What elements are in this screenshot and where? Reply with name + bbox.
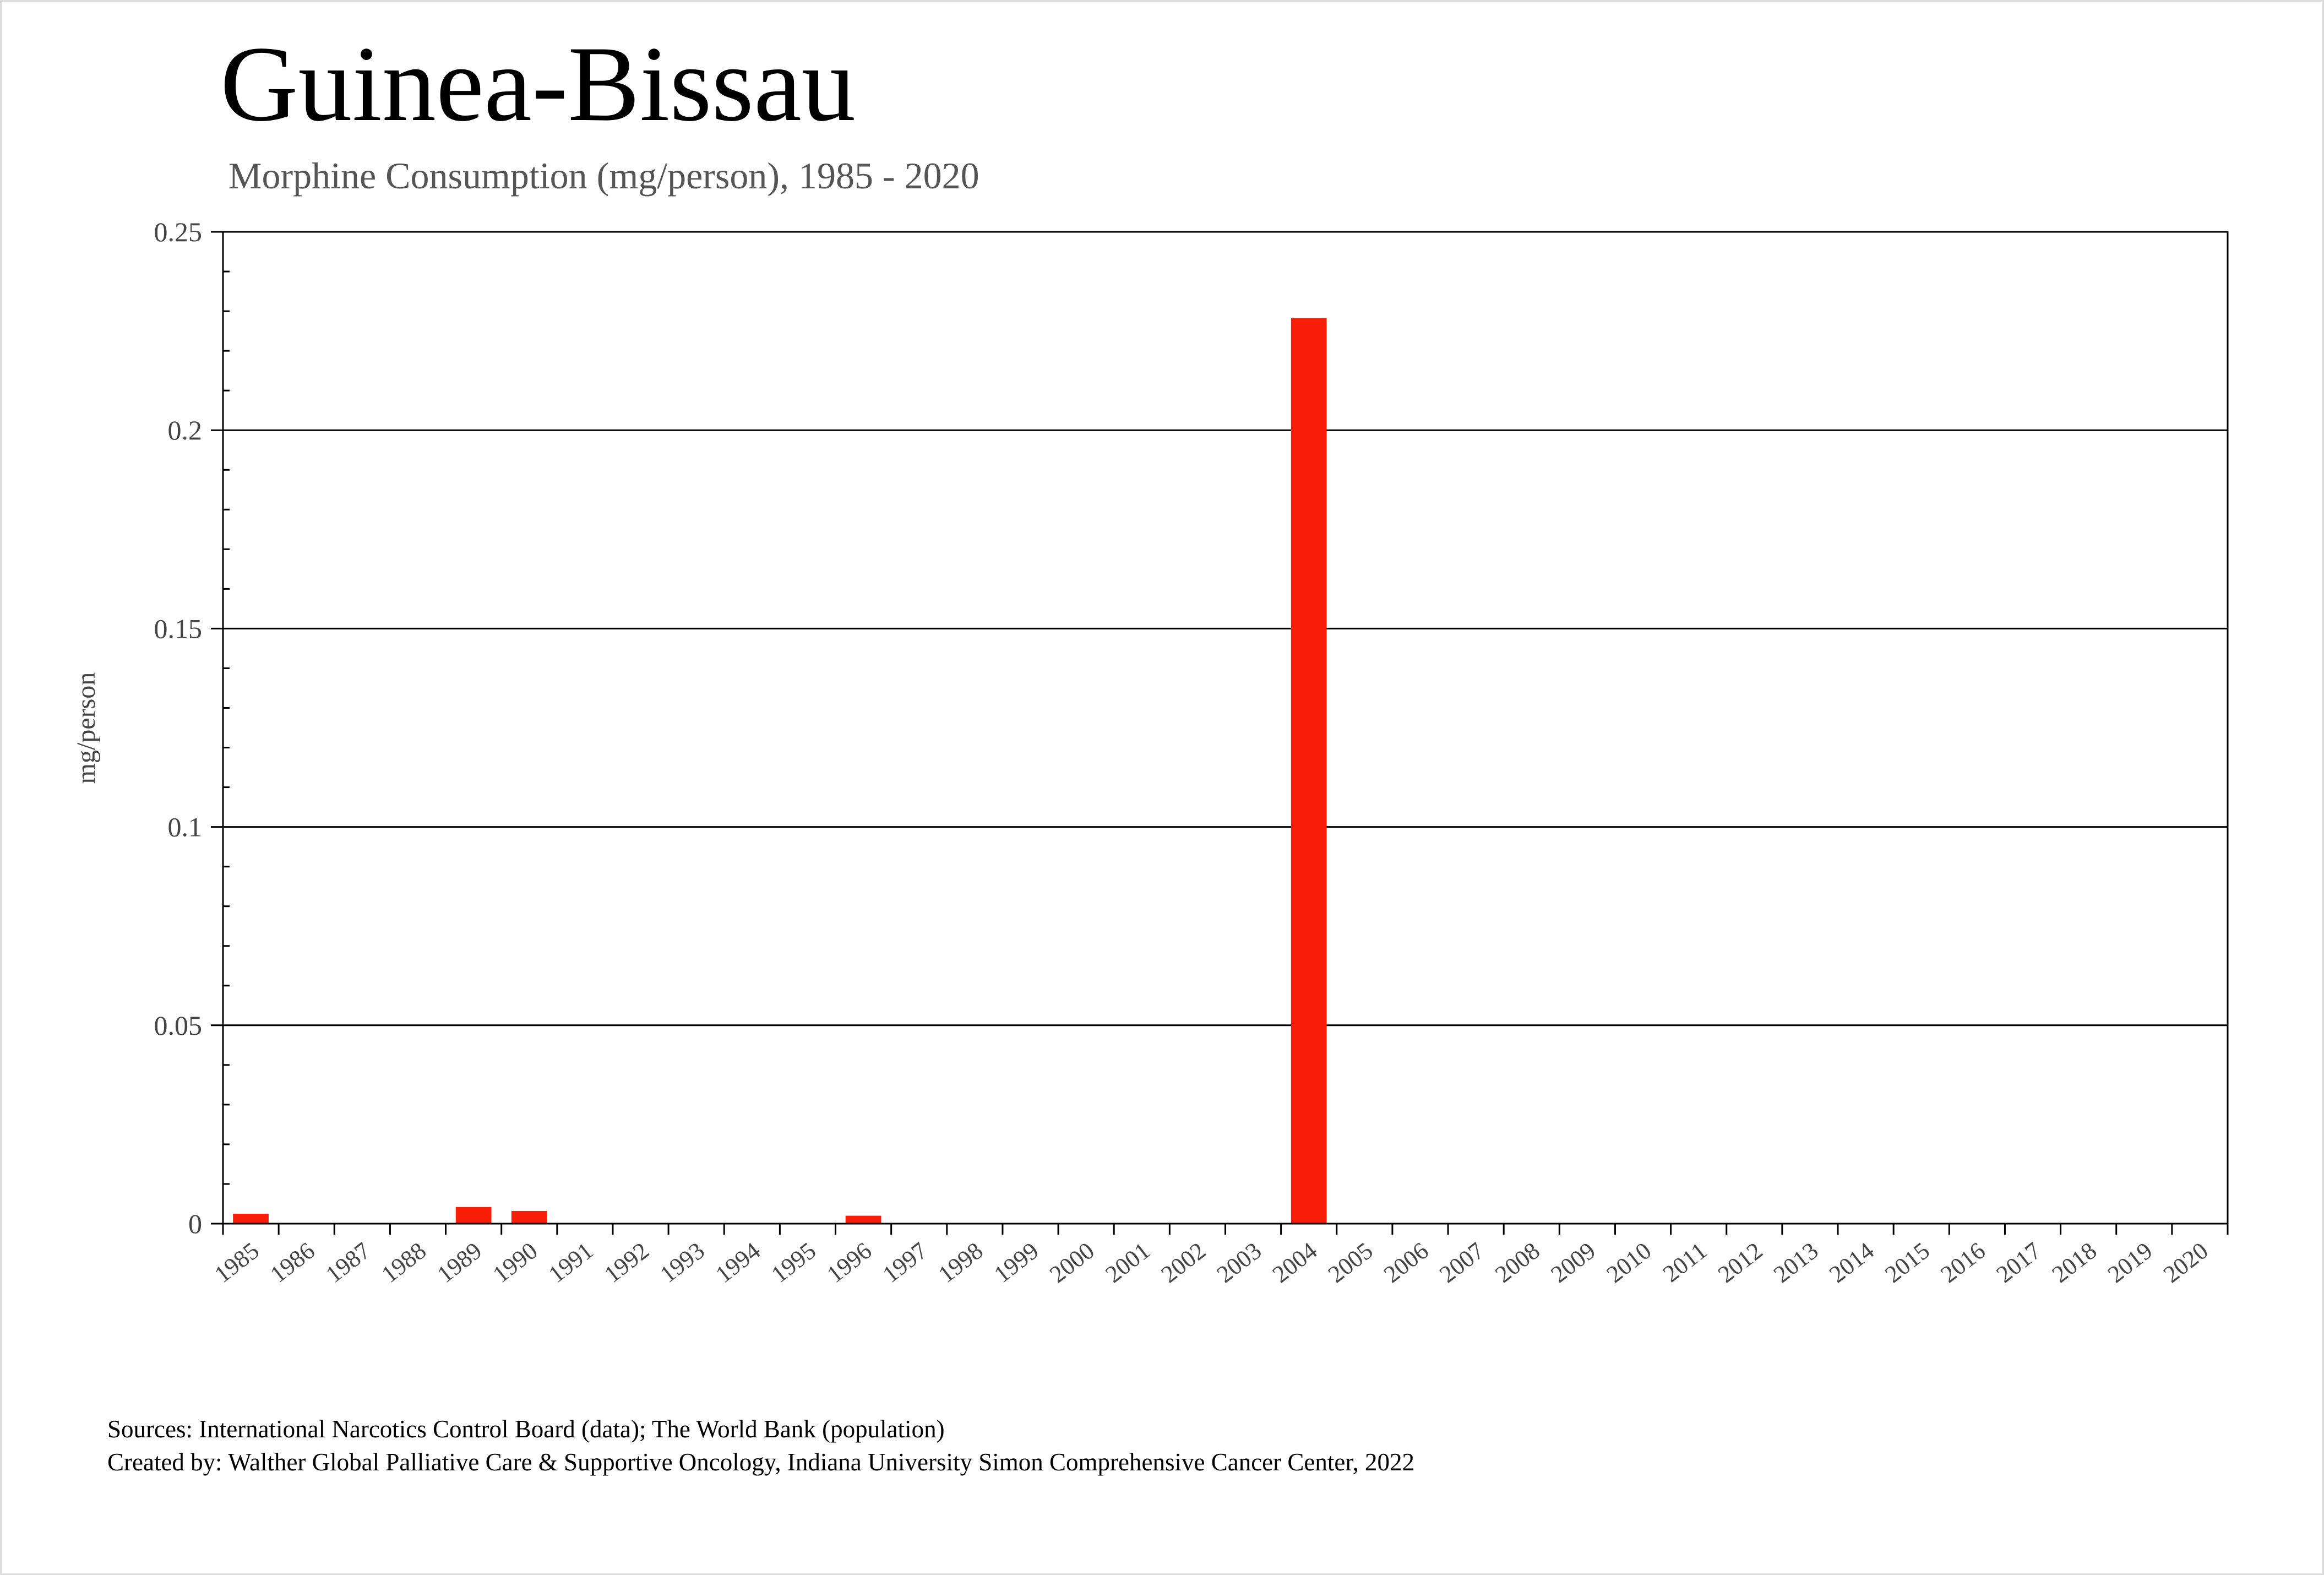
- x-tick-label: 1986: [265, 1237, 320, 1288]
- x-tick-label: 1990: [488, 1237, 543, 1288]
- x-tick-label: 2001: [1100, 1237, 1155, 1288]
- x-tick-label: 1999: [989, 1237, 1044, 1288]
- chart-title: Guinea-Bissau: [220, 24, 856, 144]
- y-tick-label: 0.05: [154, 1010, 203, 1041]
- x-tick-label: 2009: [1546, 1237, 1601, 1288]
- x-tick-label: 2002: [1156, 1237, 1211, 1288]
- x-tick-label: 2005: [1323, 1237, 1378, 1288]
- x-tick-label: 2018: [2047, 1237, 2102, 1288]
- bar: [511, 1210, 547, 1224]
- x-tick-label: 2013: [1768, 1237, 1824, 1288]
- x-tick-label: 1992: [599, 1237, 654, 1288]
- x-tick-label: 2012: [1713, 1237, 1768, 1288]
- x-tick-label: 1991: [543, 1237, 598, 1288]
- y-axis-label: mg/person: [72, 672, 101, 784]
- y-tick-label: 0.1: [168, 812, 203, 843]
- bar: [233, 1213, 269, 1224]
- x-tick-label: 2015: [1880, 1237, 1935, 1288]
- credits-note: Created by: Walther Global Palliative Ca…: [107, 1448, 1415, 1476]
- x-tick-label: 1985: [209, 1237, 264, 1288]
- x-tick-label: 2003: [1212, 1237, 1267, 1288]
- plot-area: [223, 232, 2228, 1224]
- y-tick-label: 0.2: [168, 415, 203, 446]
- x-tick-label: 2016: [1936, 1237, 1991, 1288]
- x-tick-label: 2010: [1602, 1237, 1657, 1288]
- x-tick-label: 1997: [878, 1237, 933, 1288]
- chart-subtitle: Morphine Consumption (mg/person), 1985 -…: [228, 155, 979, 197]
- x-tick-label: 2020: [2158, 1237, 2213, 1288]
- x-tick-label: 1998: [933, 1237, 988, 1288]
- x-tick-label: 2007: [1434, 1237, 1489, 1288]
- x-tick-label: 2019: [2103, 1237, 2158, 1288]
- bar: [845, 1215, 881, 1224]
- x-tick-label: 2011: [1658, 1237, 1712, 1288]
- x-tick-label: 2014: [1824, 1237, 1879, 1288]
- y-tick-label: 0.15: [154, 613, 203, 644]
- x-tick-label: 1987: [320, 1237, 375, 1288]
- x-tick-label: 2008: [1490, 1237, 1545, 1288]
- x-tick-label: 1994: [710, 1237, 765, 1288]
- x-tick-label: 2006: [1379, 1237, 1434, 1288]
- x-tick-label: 1993: [655, 1237, 710, 1288]
- x-tick-label: 2000: [1044, 1237, 1100, 1288]
- bar: [1291, 318, 1327, 1224]
- chart-footer: Sources: International Narcotics Control…: [107, 1413, 1414, 1479]
- bar: [455, 1207, 492, 1224]
- x-tick-label: 1995: [766, 1237, 821, 1288]
- x-tick-label: 1989: [432, 1237, 487, 1288]
- x-tick-label: 2017: [1991, 1237, 2047, 1288]
- x-tick-label: 1988: [377, 1237, 432, 1288]
- x-tick-label: 2004: [1267, 1237, 1322, 1288]
- y-tick-label: 0.25: [154, 216, 203, 247]
- sources-note: Sources: International Narcotics Control…: [107, 1415, 945, 1443]
- y-tick-label: 0: [188, 1208, 202, 1239]
- x-tick-label: 1996: [822, 1237, 877, 1288]
